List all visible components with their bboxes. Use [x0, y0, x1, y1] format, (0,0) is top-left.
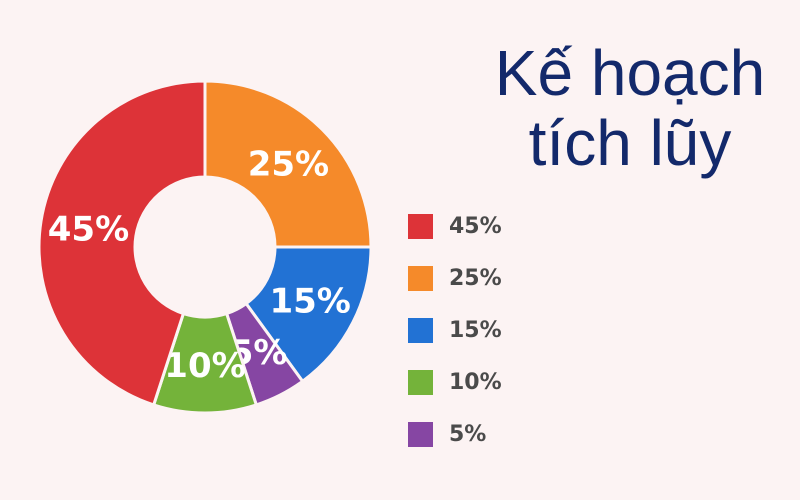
legend-item: 5%: [408, 408, 502, 460]
legend-label: 5%: [449, 421, 487, 447]
donut-slice: [203, 79, 373, 249]
legend-item: 15%: [408, 304, 502, 356]
legend-item: 45%: [408, 200, 502, 252]
legend: 45% 25% 15% 10% 5%: [408, 200, 502, 460]
donut-slice: [244, 245, 373, 384]
donut-slice: [37, 79, 207, 407]
slice-label: 25%: [248, 145, 329, 185]
legend-swatch: [408, 213, 433, 239]
legend-swatch: [408, 317, 433, 343]
legend-label: 25%: [449, 265, 502, 291]
legend-swatch: [408, 369, 433, 395]
slice-label: 10%: [164, 346, 245, 386]
legend-swatch: [408, 265, 433, 291]
legend-item: 25%: [408, 252, 502, 304]
title-line-2: tích lũy: [528, 107, 732, 179]
legend-swatch: [408, 421, 433, 447]
slice-label: 15%: [269, 282, 350, 322]
chart-title: Kế hoạch tích lũy: [470, 38, 790, 178]
legend-label: 15%: [449, 317, 502, 343]
legend-label: 45%: [449, 213, 502, 239]
legend-label: 10%: [449, 369, 502, 395]
legend-item: 10%: [408, 356, 502, 408]
title-line-1: Kế hoạch: [494, 37, 766, 109]
slice-label: 45%: [48, 210, 129, 250]
